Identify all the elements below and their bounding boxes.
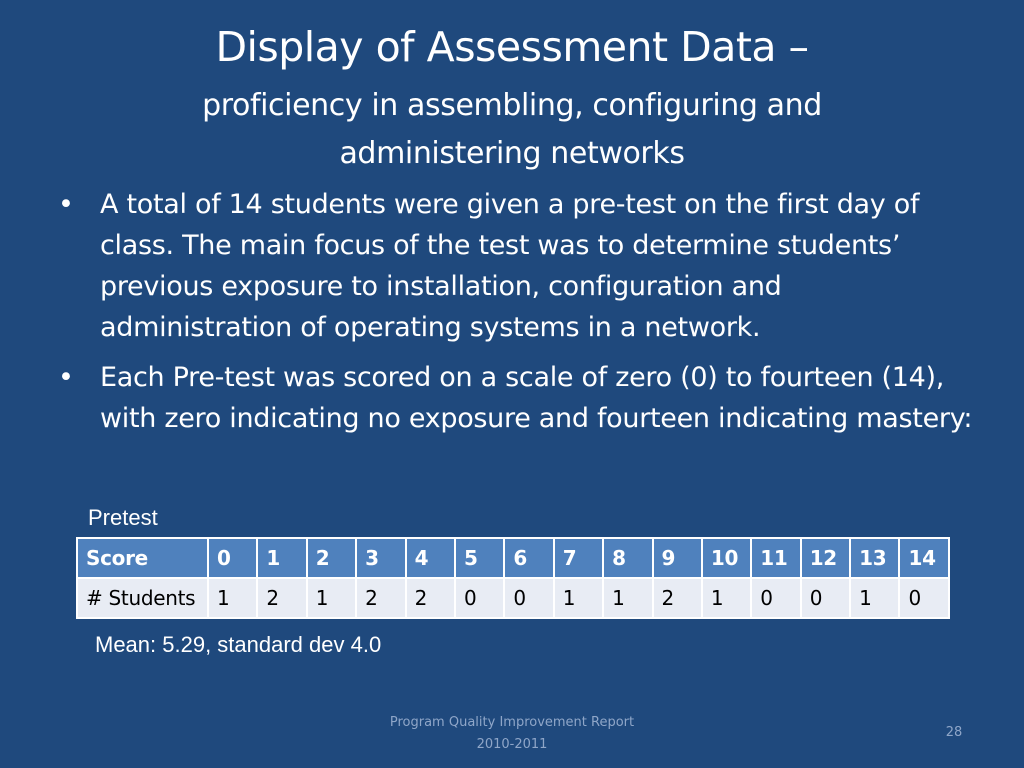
score-cell: 9: [651, 537, 703, 579]
table-caption: Pretest: [88, 505, 158, 530]
row-header-score: Score: [76, 537, 209, 579]
student-count-cell: 2: [651, 577, 703, 619]
bullet-text: A total of 14 students were given a pre-…: [100, 189, 920, 343]
score-cell: 12: [799, 537, 852, 579]
score-cell: 6: [503, 537, 555, 579]
score-cell: 4: [404, 537, 456, 579]
student-count-cell: 0: [750, 577, 802, 619]
bullet-item: • A total of 14 students were given a pr…: [56, 184, 976, 348]
score-cell: 5: [453, 537, 506, 579]
score-cell: 13: [849, 537, 901, 579]
student-count-cell: 2: [355, 577, 407, 619]
score-cell: 8: [602, 537, 654, 579]
score-cell: 11: [750, 537, 802, 579]
student-count-cell: 1: [305, 577, 358, 619]
student-count-cell: 1: [602, 577, 654, 619]
student-count-cell: 0: [453, 577, 506, 619]
student-count-cell: 1: [552, 577, 605, 619]
subtitle-line-2: administering networks: [339, 136, 685, 171]
score-cell: 7: [552, 537, 605, 579]
student-count-cell: 2: [256, 577, 308, 619]
student-count-cell: 0: [898, 577, 950, 619]
score-cell: 10: [700, 537, 753, 579]
statistics-text: Mean: 5.29, standard dev 4.0: [95, 632, 382, 657]
student-count-cell: 0: [799, 577, 852, 619]
score-cell: 0: [206, 537, 259, 579]
bullet-list: • A total of 14 students were given a pr…: [56, 184, 976, 448]
footer-line-2: 2010-2011: [476, 737, 548, 752]
student-count-cell: 1: [849, 577, 901, 619]
score-cell: 3: [355, 537, 407, 579]
score-cell: 14: [898, 537, 950, 579]
student-count-cell: 0: [503, 577, 555, 619]
bullet-icon: •: [58, 189, 74, 220]
slide-title: Display of Assessment Data –: [215, 23, 809, 71]
slide-subtitle: proficiency in assembling, configuring a…: [0, 82, 1024, 178]
row-header-students: # Students: [76, 577, 209, 619]
bullet-icon: •: [58, 362, 74, 393]
page-number: 28: [945, 725, 963, 740]
bullet-text: Each Pre-test was scored on a scale of z…: [100, 362, 973, 434]
subtitle-line-1: proficiency in assembling, configuring a…: [202, 88, 822, 123]
score-row: Score 0 1 2 3 4 5 6 7 8 9 10 11 12 13 14: [76, 537, 950, 579]
student-count-cell: 1: [700, 577, 753, 619]
student-count-cell: 2: [404, 577, 456, 619]
score-cell: 1: [256, 537, 308, 579]
footer-line-1: Program Quality Improvement Report: [389, 715, 635, 730]
footer: Program Quality Improvement Report 2010-…: [362, 712, 662, 756]
bullet-item: • Each Pre-test was scored on a scale of…: [56, 357, 976, 439]
student-count-cell: 1: [206, 577, 259, 619]
score-cell: 2: [305, 537, 358, 579]
